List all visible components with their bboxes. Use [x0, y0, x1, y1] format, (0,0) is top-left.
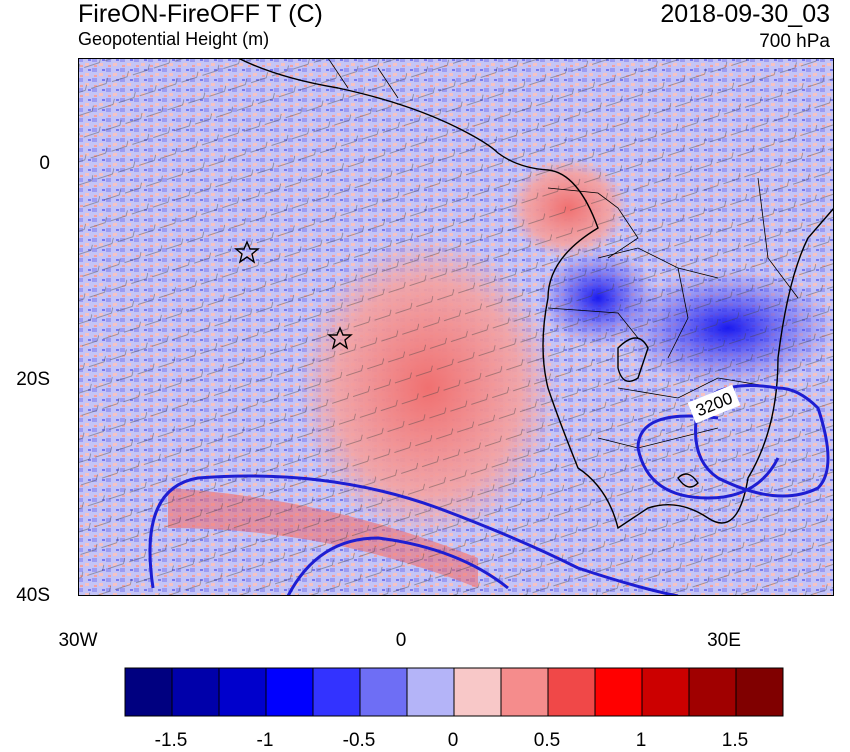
- colorbar-label: -0.5: [342, 730, 376, 751]
- pressure-level: 700 hPa: [759, 31, 830, 52]
- colorbar-swatch: [265, 667, 314, 717]
- colorbar-swatch: [594, 667, 643, 717]
- star-marker: [327, 326, 353, 350]
- colorbar-swatch: [641, 667, 690, 717]
- coastlines: [237, 58, 834, 530]
- colorbar-label: 0.5: [533, 730, 561, 751]
- lat-label-0: 0: [39, 153, 50, 174]
- valid-datetime: 2018-09-30_03: [660, 0, 830, 28]
- colorbar-swatch: [547, 667, 596, 717]
- star-marker: [234, 240, 260, 264]
- colorbar-swatch: [453, 667, 502, 717]
- wind-barbs: [78, 58, 834, 596]
- colorbar-swatch: [124, 667, 173, 717]
- colorbar-label: -1.5: [154, 730, 188, 751]
- colorbar-swatch: [688, 667, 737, 717]
- colorbar-swatch: [500, 667, 549, 717]
- colorbar-label: -1: [256, 730, 274, 751]
- lon-label-30e: 30E: [707, 630, 741, 651]
- lat-label-40s: 40S: [16, 585, 50, 606]
- colorbar-label: 1: [635, 730, 647, 751]
- colorbar-swatch: [171, 667, 220, 717]
- colorbar-swatch: [406, 667, 455, 717]
- lon-label-30w: 30W: [58, 630, 98, 651]
- colorbar-swatch: [312, 667, 361, 717]
- country-borders: [327, 58, 799, 449]
- colorbar-label: 1.5: [721, 730, 749, 751]
- map-title: FireON-FireOFF T (C): [78, 0, 323, 28]
- lat-label-20s: 20S: [16, 369, 50, 390]
- map-panel: 3200: [78, 58, 834, 596]
- colorbar: [124, 667, 784, 717]
- map-subtitle: Geopotential Height (m): [78, 29, 270, 49]
- colorbar-swatch: [359, 667, 408, 717]
- colorbar-label: 0: [447, 730, 459, 751]
- lon-label-0: 0: [395, 630, 407, 651]
- colorbar-swatch: [735, 667, 784, 717]
- colorbar-swatch: [218, 667, 267, 717]
